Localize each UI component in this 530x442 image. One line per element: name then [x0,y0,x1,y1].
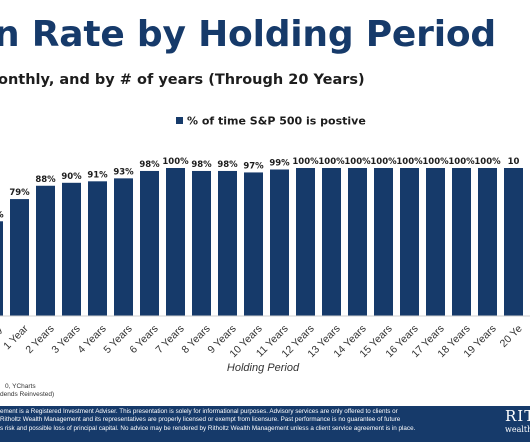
bar-value-label: 90% [61,172,82,182]
chart-title: n Rate by Holding Period [0,14,496,55]
legend-label: % of time S&P 500 is postive [187,115,366,128]
bar-value-label: 91% [87,170,108,180]
bar-17 [426,168,445,316]
bar-value-label: 100% [448,157,475,167]
bar-19 [478,168,497,316]
bar-value-label: 100% [162,157,189,167]
bar-13 [322,168,341,316]
logo-wordmark: RIT [505,407,530,425]
disclaimer: ement is a Registered Investment Adviser… [0,408,478,433]
disclaimer-line: s risk and possible loss of principal ca… [0,424,416,432]
logo-subtext: wealth [505,425,530,434]
bar-6 [140,170,159,316]
bar-value-label: 98% [217,160,238,170]
x-axis-label: Holding Period [227,362,300,374]
bar-7 [166,168,185,316]
bar-3 [62,182,81,316]
disclaimer-line: ement is a Registered Investment Adviser… [0,408,398,415]
x-tick-label: nly [0,322,5,341]
bar-15 [374,168,393,316]
bar-value-label: 10 [508,157,520,167]
bar-5 [114,178,133,316]
bar-value-label: 100% [344,157,371,167]
bar-value-label: 100% [396,157,423,167]
disclaimer-line: Ritholtz Wealth Management and its repre… [0,416,401,424]
bar-16 [400,168,419,316]
source-line: 0, YCharts [5,383,36,390]
bar-value-label: 98% [191,160,212,170]
source-notes: 0, YCharts dends Reinvested) [0,383,530,399]
footer-band: ement is a Registered Investment Adviser… [0,406,530,442]
bar-chart: % of time S&P 500 is postive 64% 79% 88% 90… [0,115,530,374]
bar-value-label: 99% [269,158,290,168]
bar-value-label: 100% [292,157,319,167]
bar-4 [88,181,107,316]
bar-14 [348,168,367,316]
bar-value-label: 93% [113,167,134,177]
bar-11 [270,169,289,316]
bar-value-label: 100% [422,157,449,167]
bar-9 [218,170,237,316]
legend-swatch [176,117,183,124]
bar-0 [0,221,3,316]
bar-8 [192,170,211,316]
legend: % of time S&P 500 is postive [176,115,366,128]
bar-18 [452,168,471,316]
company-logo: RIT wealth [505,407,530,435]
bar-value-label: 100% [370,157,397,167]
bar-1 [10,199,29,316]
bar-value-label: 79% [9,188,30,198]
bar-value-label: 64% [0,210,4,220]
bar-value-label: 100% [318,157,345,167]
bar-value-label: 88% [35,175,56,185]
bar-10 [244,172,263,316]
bar-value-label: 100% [474,157,501,167]
bar-value-label: 97% [243,161,264,171]
chart-subtitle: onthly, and by # of years (Through 20 Ye… [0,72,365,88]
bar-20 [504,168,523,316]
bar-value-label: 98% [139,160,160,170]
bar-12 [296,168,315,316]
bar-2 [36,185,55,316]
source-line: dends Reinvested) [0,391,55,398]
x-tick-label: 20 Ye [498,323,525,350]
